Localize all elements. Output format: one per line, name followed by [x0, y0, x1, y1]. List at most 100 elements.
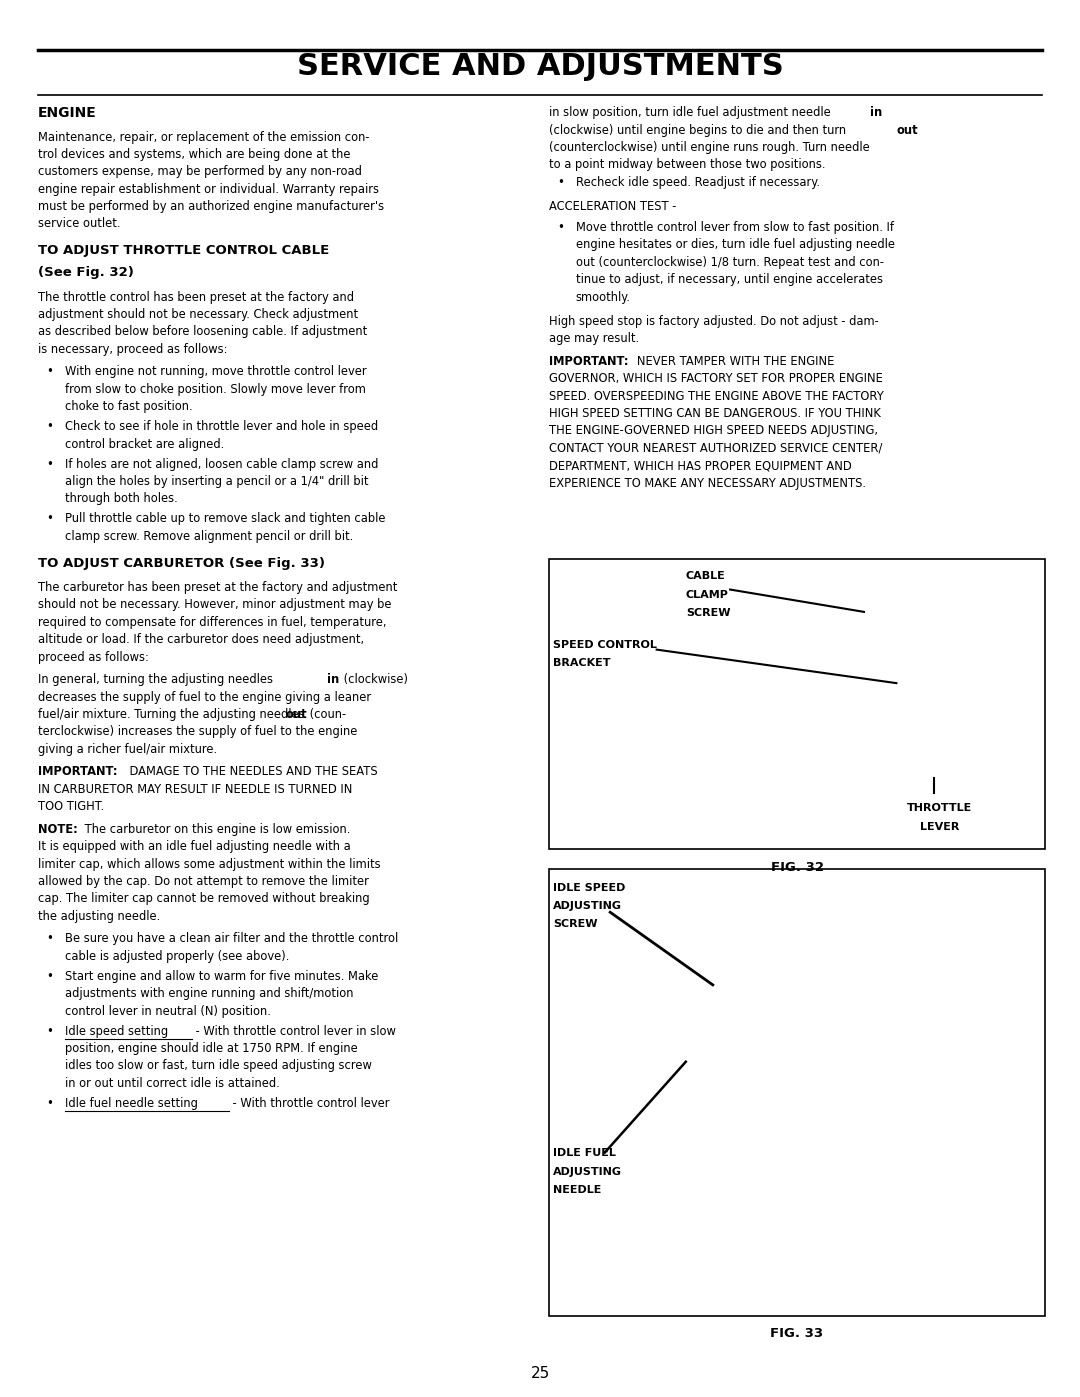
Text: the adjusting needle.: the adjusting needle. — [38, 909, 160, 922]
Text: Be sure you have a clean air filter and the throttle control: Be sure you have a clean air filter and … — [65, 932, 399, 946]
Text: LEVER: LEVER — [920, 821, 959, 831]
Text: BRACKET: BRACKET — [553, 658, 610, 668]
Text: If holes are not aligned, loosen cable clamp screw and: If holes are not aligned, loosen cable c… — [65, 457, 378, 471]
Text: in or out until correct idle is attained.: in or out until correct idle is attained… — [65, 1077, 280, 1090]
Text: •: • — [557, 221, 564, 233]
Text: out: out — [897, 123, 919, 137]
Text: tinue to adjust, if necessary, until engine accelerates: tinue to adjust, if necessary, until eng… — [576, 274, 882, 286]
Text: CABLE: CABLE — [686, 571, 726, 581]
Text: (clockwise): (clockwise) — [340, 673, 407, 686]
Text: terclockwise) increases the supply of fuel to the engine: terclockwise) increases the supply of fu… — [38, 725, 357, 739]
Text: customers expense, may be performed by any non-road: customers expense, may be performed by a… — [38, 165, 362, 179]
Text: allowed by the cap. Do not attempt to remove the limiter: allowed by the cap. Do not attempt to re… — [38, 875, 368, 888]
Text: Maintenance, repair, or replacement of the emission con-: Maintenance, repair, or replacement of t… — [38, 130, 369, 144]
Text: THE ENGINE-GOVERNED HIGH SPEED NEEDS ADJUSTING,: THE ENGINE-GOVERNED HIGH SPEED NEEDS ADJ… — [549, 425, 878, 437]
Text: from slow to choke position. Slowly move lever from: from slow to choke position. Slowly move… — [65, 383, 366, 395]
Text: engine hesitates or dies, turn idle fuel adjusting needle: engine hesitates or dies, turn idle fuel… — [576, 239, 894, 251]
Text: In general, turning the adjusting needles: In general, turning the adjusting needle… — [38, 673, 276, 686]
Text: cap. The limiter cap cannot be removed without breaking: cap. The limiter cap cannot be removed w… — [38, 893, 369, 905]
Text: IDLE FUEL: IDLE FUEL — [553, 1148, 616, 1158]
Text: CONTACT YOUR NEAREST AUTHORIZED SERVICE CENTER/: CONTACT YOUR NEAREST AUTHORIZED SERVICE … — [549, 441, 882, 455]
Text: (clockwise) until engine begins to die and then turn: (clockwise) until engine begins to die a… — [549, 123, 849, 137]
Text: in slow position, turn idle fuel adjustment needle: in slow position, turn idle fuel adjustm… — [549, 106, 834, 119]
Text: •: • — [46, 970, 53, 982]
Text: ADJUSTING: ADJUSTING — [553, 901, 622, 911]
Text: - With throttle control lever: - With throttle control lever — [229, 1097, 390, 1109]
Text: DEPARTMENT, WHICH HAS PROPER EQUIPMENT AND: DEPARTMENT, WHICH HAS PROPER EQUIPMENT A… — [549, 460, 851, 472]
Text: •: • — [46, 513, 53, 525]
Text: The carburetor has been preset at the factory and adjustment: The carburetor has been preset at the fa… — [38, 581, 397, 594]
Text: The carburetor on this engine is low emission.: The carburetor on this engine is low emi… — [81, 823, 350, 835]
Text: Idle speed setting: Idle speed setting — [65, 1024, 167, 1038]
Text: engine repair establishment or individual. Warranty repairs: engine repair establishment or individua… — [38, 183, 379, 196]
Text: service outlet.: service outlet. — [38, 218, 120, 231]
Text: - With throttle control lever in slow: - With throttle control lever in slow — [192, 1024, 396, 1038]
Text: FIG. 32: FIG. 32 — [770, 861, 824, 873]
Text: Check to see if hole in throttle lever and hole in speed: Check to see if hole in throttle lever a… — [65, 420, 378, 433]
Text: adjustments with engine running and shift/motion: adjustments with engine running and shif… — [65, 988, 353, 1000]
Text: (counterclockwise) until engine runs rough. Turn needle: (counterclockwise) until engine runs rou… — [549, 141, 869, 154]
Text: is necessary, proceed as follows:: is necessary, proceed as follows: — [38, 342, 227, 356]
Text: FIG. 33: FIG. 33 — [770, 1327, 824, 1340]
Text: ENGINE: ENGINE — [38, 106, 96, 120]
Text: in: in — [870, 106, 882, 119]
Text: trol devices and systems, which are being done at the: trol devices and systems, which are bein… — [38, 148, 350, 161]
Text: 25: 25 — [530, 1366, 550, 1382]
Text: giving a richer fuel/air mixture.: giving a richer fuel/air mixture. — [38, 743, 217, 756]
Text: (coun-: (coun- — [307, 708, 347, 721]
Text: DAMAGE TO THE NEEDLES AND THE SEATS: DAMAGE TO THE NEEDLES AND THE SEATS — [114, 766, 378, 778]
Text: •: • — [46, 932, 53, 946]
Text: IDLE SPEED: IDLE SPEED — [553, 883, 625, 893]
Text: decreases the supply of fuel to the engine giving a leaner: decreases the supply of fuel to the engi… — [38, 690, 370, 704]
Text: EXPERIENCE TO MAKE ANY NECESSARY ADJUSTMENTS.: EXPERIENCE TO MAKE ANY NECESSARY ADJUSTM… — [549, 476, 866, 489]
Text: •: • — [46, 366, 53, 379]
Text: cable is adjusted properly (see above).: cable is adjusted properly (see above). — [65, 950, 289, 963]
Text: align the holes by inserting a pencil or a 1/4" drill bit: align the holes by inserting a pencil or… — [65, 475, 368, 488]
Text: •: • — [46, 420, 53, 433]
Text: CLAMP: CLAMP — [686, 590, 729, 599]
Text: required to compensate for differences in fuel, temperature,: required to compensate for differences i… — [38, 616, 387, 629]
Text: age may result.: age may result. — [549, 332, 638, 345]
Text: With engine not running, move throttle control lever: With engine not running, move throttle c… — [65, 366, 366, 379]
Text: TO ADJUST THROTTLE CONTROL CABLE: TO ADJUST THROTTLE CONTROL CABLE — [38, 243, 329, 257]
Text: SPEED CONTROL: SPEED CONTROL — [553, 640, 657, 650]
Text: HIGH SPEED SETTING CAN BE DANGEROUS. IF YOU THINK: HIGH SPEED SETTING CAN BE DANGEROUS. IF … — [549, 407, 880, 420]
Text: in: in — [326, 673, 339, 686]
Text: ADJUSTING: ADJUSTING — [553, 1166, 622, 1176]
FancyBboxPatch shape — [549, 869, 1045, 1316]
Text: GOVERNOR, WHICH IS FACTORY SET FOR PROPER ENGINE: GOVERNOR, WHICH IS FACTORY SET FOR PROPE… — [549, 372, 882, 386]
Text: through both holes.: through both holes. — [65, 492, 177, 506]
Text: •: • — [46, 457, 53, 471]
Text: The throttle control has been preset at the factory and: The throttle control has been preset at … — [38, 291, 354, 303]
Text: Move throttle control lever from slow to fast position. If: Move throttle control lever from slow to… — [576, 221, 893, 233]
Text: SCREW: SCREW — [686, 608, 730, 617]
Text: proceed as follows:: proceed as follows: — [38, 651, 149, 664]
Text: SERVICE AND ADJUSTMENTS: SERVICE AND ADJUSTMENTS — [297, 53, 783, 81]
Text: control lever in neutral (N) position.: control lever in neutral (N) position. — [65, 1004, 271, 1017]
Text: should not be necessary. However, minor adjustment may be: should not be necessary. However, minor … — [38, 598, 391, 612]
Text: NOTE:: NOTE: — [38, 823, 78, 835]
Text: SCREW: SCREW — [553, 919, 597, 929]
Text: SPEED. OVERSPEEDING THE ENGINE ABOVE THE FACTORY: SPEED. OVERSPEEDING THE ENGINE ABOVE THE… — [549, 390, 883, 402]
Text: TO ADJUST CARBURETOR (See Fig. 33): TO ADJUST CARBURETOR (See Fig. 33) — [38, 556, 325, 570]
Text: NEEDLE: NEEDLE — [553, 1185, 602, 1194]
Text: NEVER TAMPER WITH THE ENGINE: NEVER TAMPER WITH THE ENGINE — [626, 355, 834, 367]
Text: •: • — [557, 176, 564, 189]
Text: out (counterclockwise) 1/8 turn. Repeat test and con-: out (counterclockwise) 1/8 turn. Repeat … — [576, 256, 883, 268]
Text: clamp screw. Remove alignment pencil or drill bit.: clamp screw. Remove alignment pencil or … — [65, 529, 353, 542]
Text: THROTTLE: THROTTLE — [907, 803, 972, 813]
Text: (See Fig. 32): (See Fig. 32) — [38, 267, 134, 279]
Text: IMPORTANT:: IMPORTANT: — [38, 766, 118, 778]
Text: position, engine should idle at 1750 RPM. If engine: position, engine should idle at 1750 RPM… — [65, 1042, 357, 1055]
Text: Recheck idle speed. Readjust if necessary.: Recheck idle speed. Readjust if necessar… — [576, 176, 820, 189]
Text: limiter cap, which allows some adjustment within the limits: limiter cap, which allows some adjustmen… — [38, 858, 380, 870]
Text: ACCELERATION TEST -: ACCELERATION TEST - — [549, 200, 676, 214]
Text: Pull throttle cable up to remove slack and tighten cable: Pull throttle cable up to remove slack a… — [65, 513, 386, 525]
Text: Start engine and allow to warm for five minutes. Make: Start engine and allow to warm for five … — [65, 970, 378, 982]
Text: fuel/air mixture. Turning the adjusting needles: fuel/air mixture. Turning the adjusting … — [38, 708, 308, 721]
Text: High speed stop is factory adjusted. Do not adjust - dam-: High speed stop is factory adjusted. Do … — [549, 314, 878, 328]
Text: control bracket are aligned.: control bracket are aligned. — [65, 437, 224, 450]
Text: •: • — [46, 1097, 53, 1109]
Text: to a point midway between those two positions.: to a point midway between those two posi… — [549, 158, 825, 172]
Text: altitude or load. If the carburetor does need adjustment,: altitude or load. If the carburetor does… — [38, 633, 364, 647]
